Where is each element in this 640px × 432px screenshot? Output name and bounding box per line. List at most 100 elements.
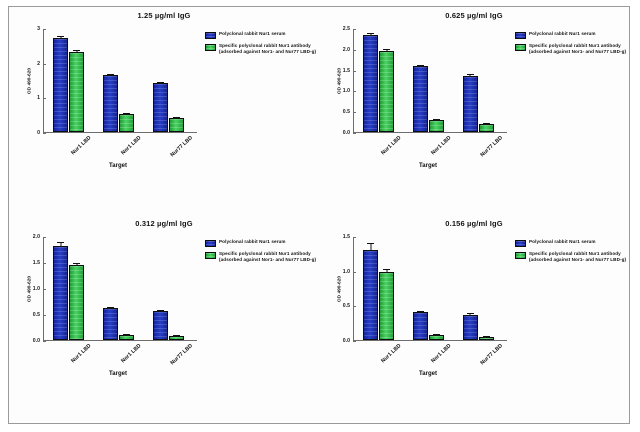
bar-group (143, 29, 193, 132)
chart-panel-grid: 1.25 µg/ml IgG 3 2 1 0 OD 490-620 Nur1 LBD Nor1… (9, 7, 629, 423)
y-axis-label: OD 490-620 (27, 275, 33, 303)
x-axis-ticks: Nur1 LBD Nor1 LBD Nur77 LBD (43, 133, 195, 163)
bar-serum (462, 74, 478, 132)
chart-title: 0.156 µg/ml IgG (445, 219, 503, 228)
y-axis-tick-label: 0.5 (33, 312, 46, 318)
bar-group (44, 29, 94, 132)
error-bar (386, 268, 388, 274)
legend-swatch-antibody-icon (515, 251, 526, 259)
bar-serum (413, 310, 428, 340)
y-axis-tick-label: 1.0 (33, 286, 46, 292)
legend-label: Specific polyclonal rabbit Nur1 antibody… (529, 43, 627, 55)
chart-title: 1.25 µg/ml IgG (137, 11, 191, 20)
error-bar (159, 309, 161, 312)
y-axis-tick-label: 2.0 (33, 234, 46, 240)
bar-antibody (69, 49, 85, 132)
error-bar (386, 48, 388, 52)
chart-legend: Polyclonal rabbit Nur1 serum Specific pol… (515, 239, 627, 267)
bar-group (354, 29, 404, 132)
bar-group (94, 29, 144, 132)
error-bar (420, 64, 421, 68)
bar-container (44, 29, 193, 132)
y-axis-tick-label: 0 (37, 130, 46, 136)
error-bar (175, 335, 177, 338)
legend-label: Specific polyclonal rabbit Nur1 antibody… (529, 251, 627, 263)
plot-area: 1.5 1.0 0.5 0.0 OD 490-620 (338, 234, 507, 344)
plot-area: 2.0 1.5 1.0 0.5 0.0 OD 490-620 (28, 234, 197, 344)
x-axis-tick-label: Nur77 LBD (479, 343, 505, 367)
error-bar (420, 310, 421, 314)
x-axis-tick-label: Nur1 LBD (380, 343, 403, 365)
legend-label: Specific polyclonal rabbit Nur1 antibody… (219, 43, 317, 55)
bar-antibody (168, 335, 184, 340)
bar-antibody (429, 119, 444, 132)
legend-item: Specific polyclonal rabbit Nur1 antibody… (205, 43, 317, 55)
x-axis-label: Target (109, 163, 127, 169)
chart-panel: 1.25 µg/ml IgG 3 2 1 0 OD 490-620 Nur1 LBD Nor1… (9, 7, 319, 215)
error-bar (159, 81, 161, 84)
error-bar (110, 306, 111, 309)
legend-label: Polyclonal rabbit Nur1 serum (219, 31, 286, 36)
bar-antibody (478, 123, 494, 132)
bar-container (354, 237, 503, 340)
error-bar (60, 35, 62, 39)
chart-panel: 0.156 µg/ml IgG 1.5 1.0 0.5 0.0 OD 490-620 Nur… (319, 215, 629, 423)
legend-item: Specific polyclonal rabbit Nur1 antibody… (205, 251, 317, 263)
plot-area: 2.5 2.0 1.5 1.0 0.5 0.0 OD 490-620 (338, 26, 507, 136)
x-axis-line (43, 132, 197, 133)
figure-frame: 1.25 µg/ml IgG 3 2 1 0 OD 490-620 Nur1 LBD Nor1… (8, 6, 630, 424)
plot-area: 3 2 1 0 OD 490-620 (28, 26, 197, 136)
legend-label: Polyclonal rabbit Nur1 serum (219, 239, 286, 244)
chart-legend: Polyclonal rabbit Nur1 serum Specific pol… (205, 31, 317, 59)
x-axis-label: Target (109, 371, 127, 377)
bar-antibody (119, 334, 134, 340)
chart-title: 0.625 µg/ml IgG (445, 11, 503, 20)
error-bar (436, 119, 437, 122)
y-axis-tick-label: 0.0 (343, 130, 356, 136)
y-axis-tick-label: 3 (37, 26, 46, 32)
bar-container (44, 237, 193, 340)
x-axis-tick-label: Nor1 LBD (120, 343, 143, 365)
legend-label: Specific polyclonal rabbit Nur1 antibody… (219, 251, 317, 263)
x-axis-tick-label: Nor1 LBD (430, 343, 453, 365)
bar-serum (152, 81, 168, 132)
y-axis-label: OD 490-620 (27, 67, 33, 95)
error-bar (469, 74, 471, 77)
x-axis-tick-label: Nur1 LBD (70, 135, 93, 157)
legend-swatch-serum-icon (515, 239, 526, 247)
bar-group (453, 237, 503, 340)
y-axis-line (353, 237, 354, 341)
error-bar (126, 334, 127, 337)
error-bar (76, 262, 78, 266)
x-axis-line (353, 340, 507, 341)
legend-swatch-antibody-icon (515, 43, 526, 51)
y-axis-label: OD 490-620 (337, 67, 343, 95)
y-axis-line (43, 29, 44, 133)
x-axis-tick-label: Nur77 LBD (169, 343, 195, 367)
bar-antibody (429, 334, 444, 340)
chart-title: 0.312 µg/ml IgG (135, 219, 193, 228)
x-axis-line (353, 132, 507, 133)
x-axis-tick-label: Nor1 LBD (120, 135, 143, 157)
error-bar (175, 117, 177, 120)
legend-item: Polyclonal rabbit Nur1 serum (515, 31, 627, 39)
bar-serum (53, 35, 69, 132)
x-axis-tick-label: Nur77 LBD (169, 135, 195, 159)
y-axis-tick-label: 1.5 (343, 68, 356, 74)
bar-group (404, 29, 454, 132)
y-axis-tick-label: 1 (37, 95, 46, 101)
error-bar (436, 334, 437, 337)
y-axis-tick-label: 2.5 (343, 26, 356, 32)
error-bar (76, 49, 78, 53)
bar-serum (53, 242, 69, 340)
legend-swatch-serum-icon (205, 239, 216, 247)
y-axis-tick-label: 0.0 (33, 338, 46, 344)
error-bar (469, 313, 471, 317)
bar-group (354, 237, 404, 340)
y-axis-tick-label: 1.0 (343, 269, 356, 275)
x-axis-tick-label: Nur1 LBD (380, 135, 403, 157)
y-axis-line (353, 29, 354, 133)
legend-label: Polyclonal rabbit Nur1 serum (529, 239, 596, 244)
legend-item: Polyclonal rabbit Nur1 serum (205, 31, 317, 39)
x-axis-label: Target (419, 163, 437, 169)
